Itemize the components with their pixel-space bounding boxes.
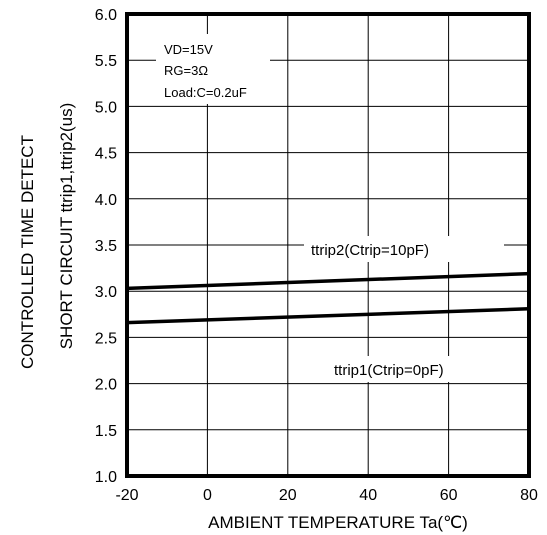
y-tick-label: 2.0 bbox=[95, 377, 117, 394]
series-label-ttrip2: ttrip2(Ctrip=10pF) bbox=[311, 242, 429, 259]
series-lines bbox=[126, 271, 530, 325]
x-tick-label: -20 bbox=[115, 487, 138, 504]
y-tick-label: 1.5 bbox=[95, 423, 117, 440]
y-tick-label: 5.0 bbox=[95, 99, 117, 116]
y-axis-title-line2: SHORT CIRCUIT ttrip1,ttrip2(us) bbox=[57, 103, 76, 350]
y-tick-label: 1.0 bbox=[95, 469, 117, 486]
series-line-ttrip2 bbox=[126, 271, 530, 291]
y-tick-label: 4.5 bbox=[95, 146, 117, 163]
x-tick-label: 0 bbox=[203, 487, 212, 504]
x-axis-title: AMBIENT TEMPERATURE Ta(℃) bbox=[208, 513, 468, 532]
y-tick-label: 6.0 bbox=[95, 7, 117, 24]
grid-lines bbox=[127, 14, 529, 476]
x-tick-label: 20 bbox=[279, 487, 297, 504]
condition-load: Load:C=0.2uF bbox=[164, 85, 247, 100]
series-label-ttrip1: ttrip1(Ctrip=0pF) bbox=[334, 362, 444, 379]
y-tick-label: 2.5 bbox=[95, 330, 117, 347]
y-tick-label: 4.0 bbox=[95, 192, 117, 209]
condition-rg: RG=3Ω bbox=[164, 63, 208, 78]
conditions-box bbox=[156, 34, 270, 104]
condition-vd: VD=15V bbox=[164, 42, 213, 57]
x-tick-label: 60 bbox=[440, 487, 458, 504]
series-label-bg-ttrip1 bbox=[327, 356, 513, 382]
y-axis-title-line1: CONTROLLED TIME DETECT bbox=[18, 135, 37, 369]
plot-frame bbox=[125, 12, 531, 478]
tick-labels: -20 0 20 40 60 80 1.0 1.5 2.0 2.5 3.0 3.5 4.0 4.5 5.0 5… bbox=[95, 7, 538, 504]
y-tick-label: 3.5 bbox=[95, 238, 117, 255]
y-tick-label: 3.0 bbox=[95, 284, 117, 301]
x-tick-label: 80 bbox=[520, 487, 538, 504]
x-tick-label: 40 bbox=[359, 487, 377, 504]
series-label-bg-ttrip2 bbox=[304, 236, 504, 262]
y-tick-label: 5.5 bbox=[95, 53, 117, 70]
series-line-ttrip1 bbox=[126, 307, 530, 325]
